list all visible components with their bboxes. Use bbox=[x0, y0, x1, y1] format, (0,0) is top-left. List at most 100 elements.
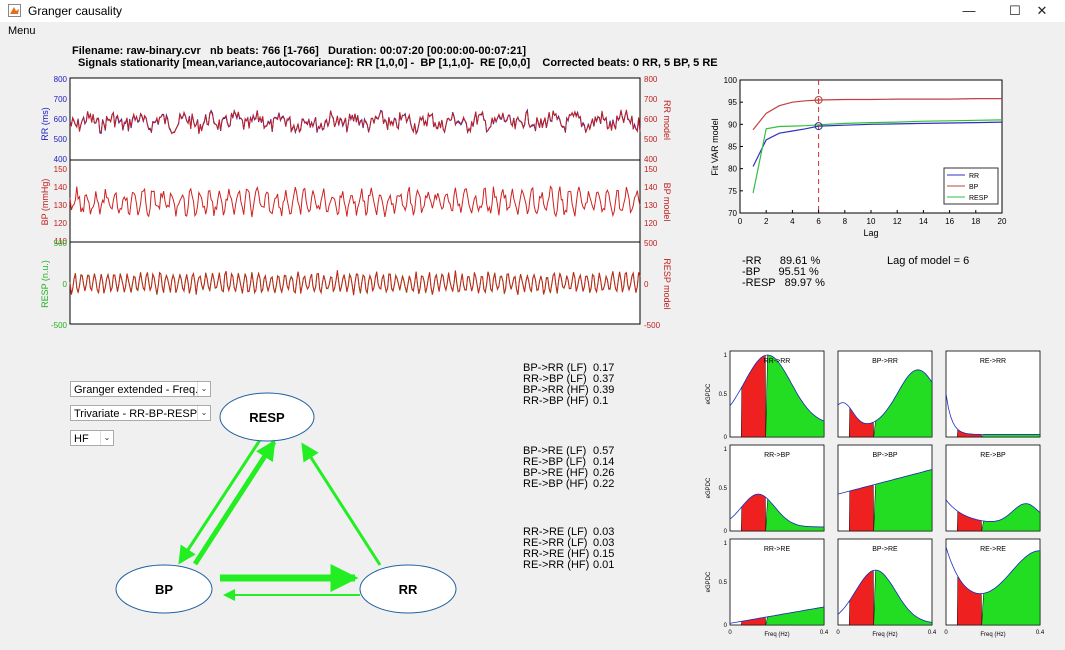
fit-ylabel: Fit VAR model bbox=[710, 118, 720, 175]
value-row: BP->RR (LF) 0.17 bbox=[523, 362, 615, 374]
value-row: RR->RE (HF) 0.15 bbox=[523, 548, 615, 560]
svg-text:0: 0 bbox=[644, 280, 649, 289]
method-dropdown[interactable]: Granger extended - Freq. ⌄ bbox=[70, 381, 211, 397]
gpdc-ytick: 0.5 bbox=[719, 486, 728, 492]
rr-ticks-right: 800 700 600 500 400 bbox=[644, 75, 658, 164]
gpdc-ylabel: eGPDC bbox=[706, 383, 712, 404]
file-info: Filename: raw-binary.cvr nb beats: 766 [… bbox=[72, 45, 527, 57]
bp-ylabel-right: BP model bbox=[662, 183, 672, 222]
gpdc-xlabel: Freq (Hz) bbox=[764, 632, 789, 638]
gpdc-title: RR->RE bbox=[764, 546, 791, 553]
gpdc-ytick: 0.5 bbox=[719, 392, 728, 398]
rr-ylabel: RR (ms) bbox=[40, 107, 50, 141]
window-title: Granger causality bbox=[28, 4, 123, 18]
rr-ylabel-right: RR model bbox=[662, 100, 672, 140]
gpdc-panel: BP->RR bbox=[837, 350, 933, 438]
causality-graph: RESP BP RR bbox=[115, 392, 457, 614]
fit-xlabel: Lag bbox=[863, 228, 878, 238]
fit-resp-value: -RESP 89.97 % bbox=[742, 277, 825, 289]
rr-lag-marker bbox=[814, 122, 823, 131]
gpdc-panel: RE->RE 0 0.4 Freq (Hz) bbox=[944, 538, 1045, 638]
value-row: BP->RE (HF) 0.26 bbox=[523, 467, 615, 479]
resp-ylabel-right: RESP model bbox=[662, 258, 672, 309]
svg-text:500: 500 bbox=[644, 135, 658, 144]
stationarity-info: Signals stationarity [mean,variance,auto… bbox=[78, 57, 718, 69]
fit-xtick-label: 4 bbox=[790, 217, 795, 226]
gpdc-curve bbox=[729, 606, 825, 624]
gpdc-title: RE->BP bbox=[980, 452, 1006, 459]
svg-text:130: 130 bbox=[54, 201, 68, 210]
gpdc-xtick: 0 bbox=[836, 630, 840, 636]
arrow-rr-to-resp bbox=[301, 442, 382, 566]
svg-text:150: 150 bbox=[54, 165, 68, 174]
svg-text:0: 0 bbox=[63, 280, 68, 289]
svg-text:RESP: RESP bbox=[969, 195, 988, 202]
gpdc-panel: RR->BP eGPDC 1 0.5 0 bbox=[706, 444, 825, 535]
svg-text:140: 140 bbox=[644, 183, 658, 192]
model-dropdown[interactable]: Trivariate - RR-BP-RESP ⌄ bbox=[70, 405, 211, 421]
svg-text:600: 600 bbox=[54, 115, 68, 124]
band-dropdown[interactable]: HF ⌄ bbox=[70, 430, 114, 446]
gpdc-ylabel: eGPDC bbox=[706, 477, 712, 498]
gpdc-title: RR->RR bbox=[764, 358, 791, 365]
fit-xtick-label: 0 bbox=[738, 217, 743, 226]
fit-ytick-label: 90 bbox=[728, 120, 737, 129]
rr-ticks-left: 800 700 600 500 400 bbox=[54, 75, 68, 164]
svg-text:RR: RR bbox=[969, 173, 979, 180]
fit-xtick-label: 6 bbox=[816, 217, 821, 226]
gpdc-panel: BP->RE 0 0.4 Freq (Hz) bbox=[836, 538, 937, 638]
fit-ytick-label: 100 bbox=[724, 76, 738, 85]
gpdc-xlabel: Freq (Hz) bbox=[980, 632, 1005, 638]
svg-text:800: 800 bbox=[54, 75, 68, 84]
svg-text:140: 140 bbox=[54, 183, 68, 192]
svg-text:BP: BP bbox=[969, 184, 979, 191]
close-button[interactable]: ✕ bbox=[1036, 3, 1048, 18]
value-row: RE->BP (LF) 0.14 bbox=[523, 456, 615, 468]
gpdc-grid: RR->RR eGPDC 1 0.5 0 BP->RR RE->RR RR->BP eGPDC 1… bbox=[706, 350, 1045, 638]
svg-text:120: 120 bbox=[54, 219, 68, 228]
gpdc-panel: RE->RR bbox=[945, 350, 1041, 438]
gpdc-xtick: 0 bbox=[728, 630, 732, 636]
gpdc-curve bbox=[945, 393, 1040, 435]
gpdc-panel: RE->BP bbox=[945, 444, 1041, 532]
svg-text:700: 700 bbox=[644, 95, 658, 104]
gpdc-curve bbox=[837, 369, 933, 424]
svg-text:700: 700 bbox=[54, 95, 68, 104]
minimize-button[interactable]: — bbox=[962, 3, 976, 18]
method-value: Granger extended - Freq. bbox=[74, 384, 199, 396]
fit-xtick-label: 10 bbox=[867, 217, 876, 226]
resp-ticks-right: 500 0 -500 bbox=[644, 239, 661, 330]
node-rr bbox=[359, 564, 457, 614]
fit-xtick-label: 14 bbox=[919, 217, 928, 226]
title-bar bbox=[0, 0, 1065, 23]
fit-ytick-label: 70 bbox=[728, 209, 737, 218]
svg-text:150: 150 bbox=[644, 165, 658, 174]
svg-text:600: 600 bbox=[644, 115, 658, 124]
resp-model bbox=[69, 270, 641, 296]
node-bp bbox=[115, 564, 213, 614]
fit-xtick-label: 8 bbox=[843, 217, 848, 226]
svg-text:500: 500 bbox=[54, 239, 68, 248]
arrow-resp-to-bp bbox=[178, 439, 262, 565]
bp-signal bbox=[69, 185, 641, 218]
values-group-bp-re: BP->RE (LF) 0.57 RE->BP (LF) 0.14 BP->RE (… bbox=[523, 446, 614, 490]
node-rr-label: RR bbox=[399, 582, 418, 597]
chevron-down-icon: ⌄ bbox=[100, 431, 113, 445]
fit-xtick-label: 12 bbox=[893, 217, 902, 226]
gpdc-panel: RR->RR eGPDC 1 0.5 0 bbox=[706, 350, 825, 441]
gpdc-title: BP->BP bbox=[872, 452, 897, 459]
svg-text:800: 800 bbox=[644, 75, 658, 84]
maximize-button[interactable]: ☐ bbox=[1009, 3, 1021, 18]
menu-item-menu[interactable]: Menu bbox=[8, 25, 36, 37]
gpdc-curve bbox=[837, 569, 933, 623]
gpdc-panel: BP->BP bbox=[837, 444, 933, 532]
fit-ytick-label: 75 bbox=[728, 187, 737, 196]
gpdc-panel: RR->RE eGPDC 1 0.5 00 0.4 Freq (Hz) bbox=[706, 538, 829, 638]
menu-bar bbox=[0, 22, 1065, 40]
fit-var-chart: 0 2 4 6 8 10 12 14 16 18 20 100 95 90 85 80 75 70 Lag Fi… bbox=[710, 76, 1007, 238]
gpdc-ytick: 0 bbox=[724, 623, 728, 629]
rr-model bbox=[69, 109, 641, 136]
svg-text:130: 130 bbox=[644, 201, 658, 210]
gpdc-title: RE->RE bbox=[980, 546, 1006, 553]
svg-text:400: 400 bbox=[54, 155, 68, 164]
